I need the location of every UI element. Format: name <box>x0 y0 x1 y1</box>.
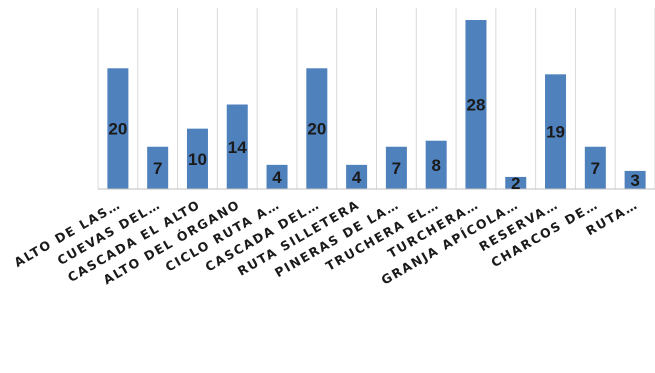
data-label: 7 <box>153 159 162 178</box>
data-label: 14 <box>228 138 247 157</box>
bar <box>107 68 129 189</box>
data-label: 20 <box>307 120 326 139</box>
bar <box>545 74 567 189</box>
bar <box>186 128 208 189</box>
data-label: 3 <box>630 171 639 190</box>
bar <box>266 164 288 189</box>
bar <box>624 170 646 189</box>
data-label: 28 <box>467 96 486 115</box>
gridlines <box>97 8 655 189</box>
data-label: 19 <box>546 123 565 142</box>
bar <box>147 146 169 189</box>
data-label: 20 <box>108 120 127 139</box>
data-labels: 20 7 10 14 4 20 4 7 8 28 2 19 7 3 <box>108 96 639 193</box>
bar <box>505 176 527 189</box>
bar <box>584 146 606 189</box>
bar <box>425 140 447 189</box>
data-label: 10 <box>188 150 207 169</box>
bar <box>306 68 328 189</box>
data-label: 4 <box>352 168 362 187</box>
data-label: 2 <box>511 174 520 193</box>
bar <box>346 164 368 189</box>
bar <box>226 104 248 189</box>
data-label: 4 <box>272 168 282 187</box>
bar <box>385 146 407 189</box>
data-label: 7 <box>591 159 600 178</box>
bars <box>107 20 646 189</box>
data-label: 8 <box>431 156 440 175</box>
data-label: 7 <box>392 159 401 178</box>
x-tick-labels: ALTO DE LAS…CUEVAS DEL…CASCADA EL ALTOAL… <box>11 197 640 288</box>
bar <box>465 20 487 189</box>
